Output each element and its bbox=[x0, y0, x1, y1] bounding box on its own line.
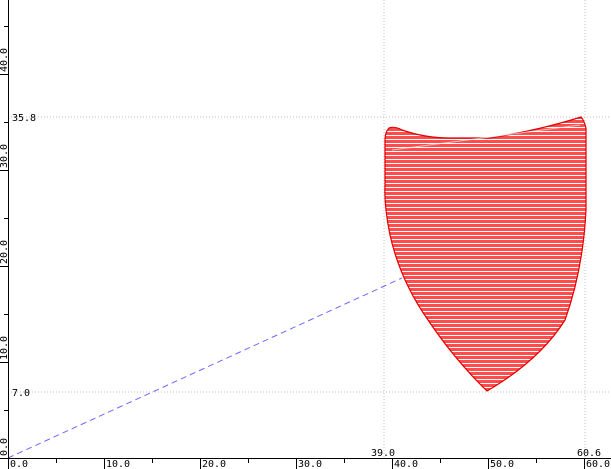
y-minor-ticks bbox=[4, 26, 8, 411]
shape-inner-highlight bbox=[391, 124, 581, 151]
x-tick-label-10: 10.0 bbox=[106, 459, 130, 469]
x-tick-label-20: 20.0 bbox=[202, 459, 226, 469]
x-minor-ticks bbox=[56, 458, 537, 463]
y-major-ticks bbox=[0, 74, 8, 459]
y-tick-label-10: 10.0 bbox=[0, 336, 10, 360]
x-major-ticks bbox=[8, 458, 585, 469]
hatched-shield-shape[interactable] bbox=[384, 116, 587, 392]
dashed-connector-line bbox=[7, 277, 403, 459]
marker-x-right-label: 60.6 bbox=[577, 448, 601, 459]
y-tick-label-40: 40.0 bbox=[0, 48, 10, 72]
marker-y-bottom-label: 7.0 bbox=[12, 388, 30, 399]
marker-x-left-label: 39.0 bbox=[371, 448, 395, 459]
y-tick-label-20: 20.0 bbox=[0, 240, 10, 264]
y-tick-label-0: 0.0 bbox=[0, 438, 10, 456]
x-tick-label-60: 60.0 bbox=[586, 459, 610, 469]
x-tick-label-40: 40.0 bbox=[394, 459, 418, 469]
x-tick-label-0: 0.0 bbox=[10, 459, 28, 469]
x-tick-label-30: 30.0 bbox=[298, 459, 322, 469]
marker-y-top-label: 35.8 bbox=[12, 113, 36, 124]
x-tick-label-50: 50.0 bbox=[490, 459, 514, 469]
y-tick-label-30: 30.0 bbox=[0, 144, 10, 168]
